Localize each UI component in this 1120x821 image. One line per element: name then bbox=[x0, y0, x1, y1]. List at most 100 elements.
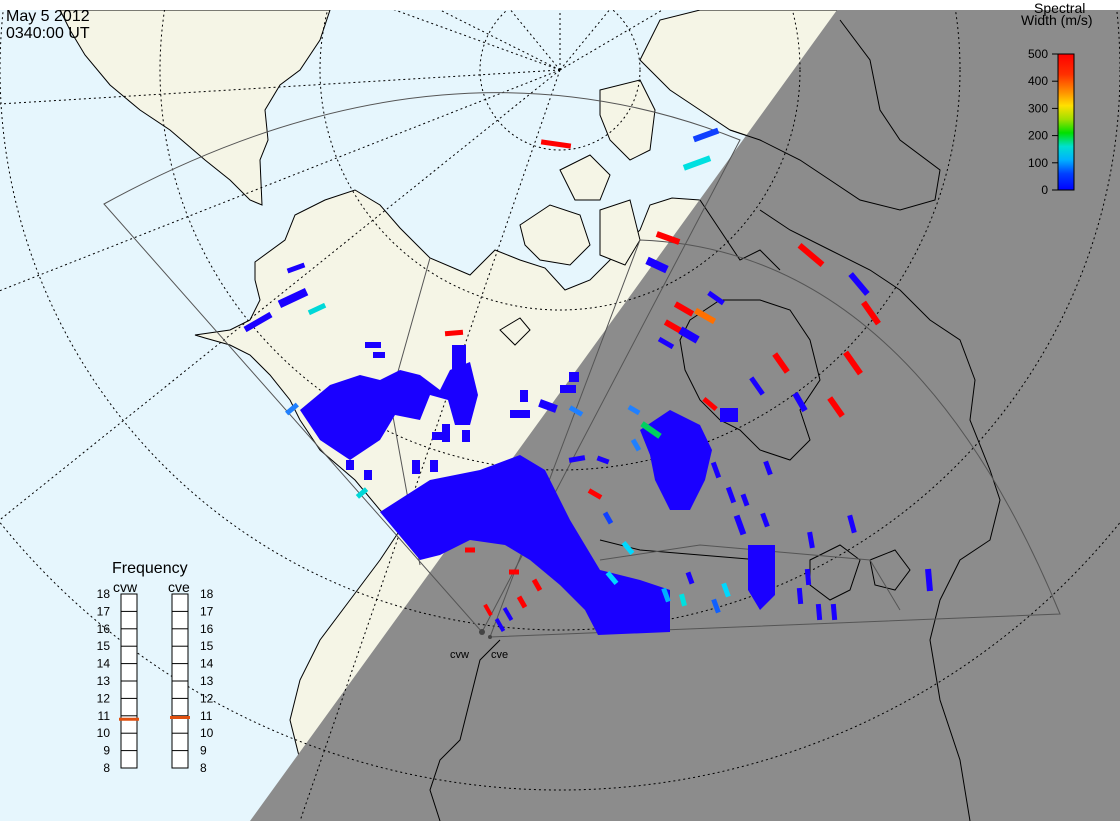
land-arctic-island-3 bbox=[559, 154, 611, 201]
fov-cvw bbox=[103, 92, 741, 633]
scatter-cell bbox=[346, 460, 354, 470]
scatter-cell bbox=[540, 139, 572, 149]
frequency-radar-label-cve: cve bbox=[168, 579, 190, 595]
frequency-tick-label-right: 8 bbox=[200, 761, 207, 775]
scatter-cell bbox=[494, 617, 506, 633]
scatter-cell bbox=[685, 571, 695, 585]
scatter-cell bbox=[760, 512, 770, 528]
scatter-cell bbox=[679, 593, 687, 607]
frequency-panel: 18 18 17 17 16 16 15 15 14 14 13 13 12 12 11 11 10 10 9 9 8 8 bbox=[97, 587, 214, 775]
scatter-cell bbox=[804, 568, 812, 586]
scatter-cell bbox=[560, 385, 576, 393]
colorbar-tick-label: 300 bbox=[1028, 101, 1048, 115]
scatter-cell bbox=[721, 582, 731, 598]
scatter-cell bbox=[568, 455, 586, 463]
frequency-tick-label-left: 13 bbox=[97, 674, 111, 688]
latitude-circle-80 bbox=[479, 10, 641, 151]
scatter-cell bbox=[663, 319, 685, 335]
scatter-region-main bbox=[380, 455, 670, 635]
frequency-tick-label-right: 14 bbox=[200, 657, 214, 671]
scatter-cell bbox=[364, 470, 372, 480]
frequency-tick-label-right: 15 bbox=[200, 639, 214, 653]
frequency-tick-label-left: 12 bbox=[97, 691, 111, 705]
radar-site-cve bbox=[488, 635, 492, 639]
frequency-tick-label-right: 9 bbox=[200, 744, 207, 758]
scatter-cell bbox=[733, 514, 747, 536]
scatter-cell bbox=[720, 408, 738, 422]
land-arctic-island-5 bbox=[499, 317, 531, 346]
colorbar-gradient bbox=[1057, 53, 1075, 191]
scatter-cell bbox=[569, 372, 579, 382]
colorbar-tick-label: 500 bbox=[1028, 47, 1048, 61]
scatter-cell bbox=[520, 390, 528, 402]
colorbar-tick-label: 0 bbox=[1041, 183, 1048, 197]
scatter-cell bbox=[673, 301, 695, 317]
radar-label-cve: cve bbox=[491, 649, 508, 661]
frequency-tick-label-right: 17 bbox=[200, 604, 214, 618]
land-arctic-island-1 bbox=[599, 79, 656, 161]
radar-sites: cvw cve bbox=[450, 629, 508, 661]
scatter-cell bbox=[707, 290, 725, 306]
colorbar-tick-label: 400 bbox=[1028, 74, 1048, 88]
frequency-tick-label-left: 11 bbox=[98, 709, 111, 723]
frequency-title: Frequency bbox=[112, 560, 188, 577]
scatter-cell bbox=[763, 460, 773, 476]
land-arctic-island-2 bbox=[519, 204, 591, 266]
frequency-tick-label-right: 18 bbox=[200, 587, 214, 601]
latitude-circle-70 bbox=[319, 10, 801, 311]
scatter-cell bbox=[645, 256, 669, 274]
scatter-cell bbox=[749, 376, 765, 396]
scatter-cell bbox=[848, 272, 870, 296]
frequency-tick-label-left: 14 bbox=[97, 657, 111, 671]
scatter-cell bbox=[796, 587, 804, 605]
scatter-cell bbox=[432, 432, 448, 440]
colorbar-ticks: 500 400 300 200 100 0 bbox=[1028, 47, 1058, 197]
scatter-cell bbox=[286, 262, 306, 274]
frequency-radar-label-cvw: cvw bbox=[113, 579, 138, 595]
scatter-cell bbox=[640, 421, 662, 439]
scatter-cell bbox=[483, 603, 493, 617]
frequency-tick-label-left: 17 bbox=[97, 604, 111, 618]
scatter-cell bbox=[373, 352, 385, 358]
scatter-cell bbox=[538, 399, 558, 413]
colorbar-title-line1: Spectral bbox=[1034, 0, 1086, 16]
scatter-cell bbox=[847, 514, 857, 534]
colorbar-title-line2: Width (m/s) bbox=[1021, 12, 1093, 28]
latitude-circle-40 bbox=[0, 521, 1120, 791]
scatter-cell bbox=[815, 603, 823, 621]
frequency-tick-label-left: 9 bbox=[103, 744, 110, 758]
scatter-cell bbox=[692, 127, 720, 143]
scatter-cell bbox=[925, 568, 933, 592]
colorbar: 500 400 300 200 100 0 bbox=[1028, 47, 1075, 197]
scatter-cell bbox=[509, 569, 519, 575]
frequency-tick-label-right: 16 bbox=[200, 622, 214, 636]
radar-label-cvw: cvw bbox=[450, 649, 469, 661]
fov-cve bbox=[489, 239, 1061, 638]
scatter-cell bbox=[510, 410, 530, 418]
night-coastlines bbox=[429, 19, 1001, 821]
scatter-region-north bbox=[300, 362, 478, 460]
scatter-cell bbox=[655, 231, 681, 245]
scatter-cell bbox=[452, 345, 466, 375]
colorbar-tick-label: 200 bbox=[1028, 129, 1048, 143]
scatter-cell bbox=[531, 578, 543, 592]
scatter-cell bbox=[412, 460, 420, 474]
scatter-cell bbox=[243, 311, 273, 333]
scatter-cell bbox=[740, 493, 750, 507]
scatter-cell bbox=[444, 329, 464, 337]
scatter-cell bbox=[502, 606, 514, 622]
radar-site-cvw bbox=[479, 629, 485, 635]
scatter-cell bbox=[602, 511, 614, 525]
land-siberia bbox=[59, 10, 331, 206]
land-arctic-island-4 bbox=[599, 199, 641, 266]
frequency-tick-label-right: 13 bbox=[200, 674, 214, 688]
scatter-cell bbox=[355, 487, 369, 499]
latitude-circle-60 bbox=[159, 10, 961, 471]
colorbar-tick-label: 100 bbox=[1028, 156, 1048, 170]
frequency-tick-label-right: 12 bbox=[200, 691, 214, 705]
scatter-cell bbox=[442, 424, 450, 442]
time-label: 0340:00 UT bbox=[6, 25, 90, 42]
scatter-cell bbox=[797, 243, 825, 267]
